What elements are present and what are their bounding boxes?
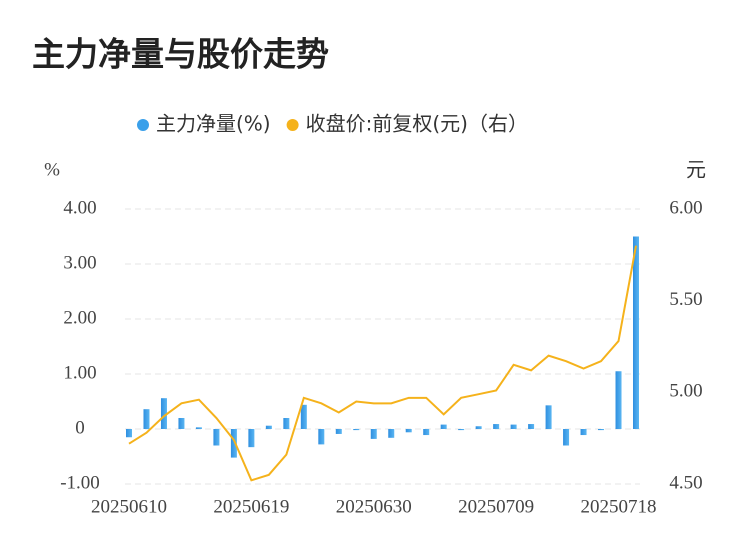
legend-marker <box>286 119 299 131</box>
bar <box>353 429 360 431</box>
x-tick-label: 20250619 <box>213 496 289 517</box>
y2-tick-label: 6.00 <box>669 197 702 218</box>
bar <box>388 429 395 438</box>
y2-unit: 元 <box>686 158 706 182</box>
bar <box>458 429 465 431</box>
bar <box>160 398 167 429</box>
y-tick-label: -1.00 <box>60 472 100 493</box>
y-unit: % <box>44 159 60 180</box>
bar <box>126 429 132 438</box>
bar <box>633 236 639 429</box>
x-tick-label: 20250709 <box>458 496 534 517</box>
bar <box>265 425 272 429</box>
bar <box>195 427 202 429</box>
bar <box>545 405 552 429</box>
bar <box>510 424 517 429</box>
x-tick-label: 20250610 <box>91 496 167 517</box>
bar <box>335 429 342 434</box>
y-tick-label: 1.00 <box>63 362 96 383</box>
bar <box>615 371 622 429</box>
x-tick-label: 20250630 <box>336 496 412 517</box>
bar <box>178 418 185 429</box>
price-line <box>128 245 637 482</box>
bar <box>598 429 605 431</box>
bar <box>580 429 587 436</box>
bar <box>370 429 377 439</box>
chart-title: 主力净量与股价走势 <box>32 35 329 74</box>
bar <box>143 409 150 429</box>
bar <box>423 429 430 436</box>
bar <box>248 429 255 448</box>
bar <box>405 429 412 433</box>
bar <box>230 429 237 458</box>
bar <box>493 424 500 429</box>
y2-tick-label: 5.50 <box>669 289 702 310</box>
bar <box>528 424 535 429</box>
y-tick-label: 2.00 <box>63 307 96 328</box>
legend-label: 收盘价:前复权(元)（右） <box>306 112 528 136</box>
legend-label: 主力净量(%) <box>156 112 271 136</box>
bar <box>283 418 290 429</box>
bar <box>318 429 325 445</box>
x-tick-label: 20250718 <box>581 496 657 517</box>
y-tick-label: 0 <box>75 417 85 438</box>
legend-marker <box>137 119 149 131</box>
y2-tick-label: 4.50 <box>669 472 702 493</box>
bar <box>475 426 482 429</box>
bar <box>563 429 570 446</box>
y-tick-label: 4.00 <box>63 197 96 218</box>
bar <box>300 404 307 429</box>
bar <box>440 424 447 429</box>
y-tick-label: 3.00 <box>63 252 96 273</box>
y2-tick-label: 5.00 <box>669 381 702 402</box>
bar <box>213 429 220 446</box>
